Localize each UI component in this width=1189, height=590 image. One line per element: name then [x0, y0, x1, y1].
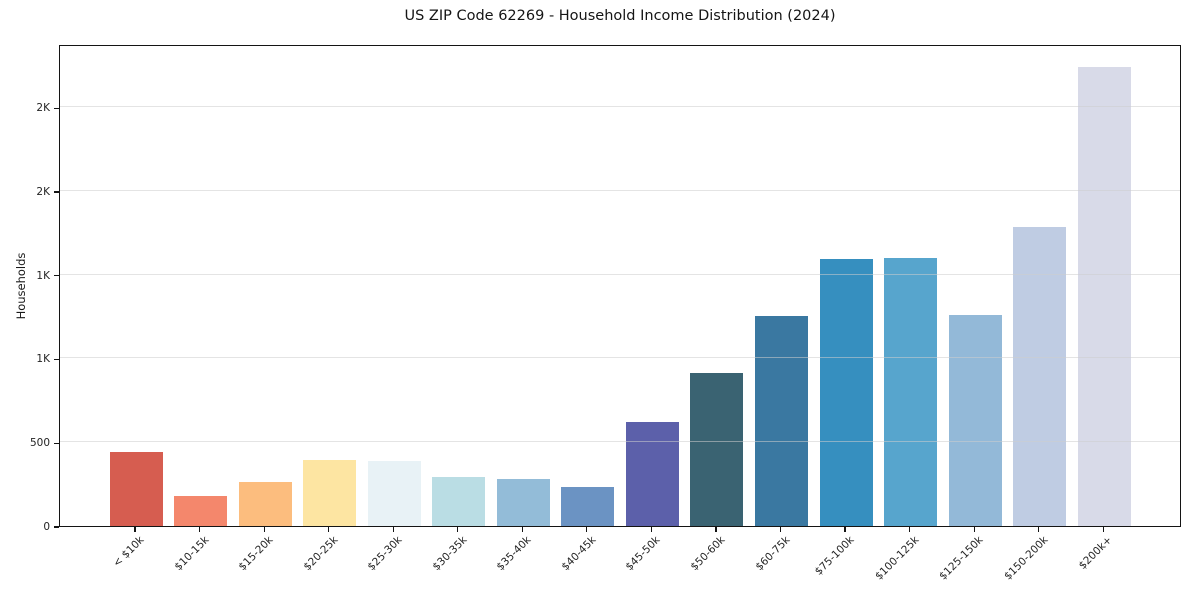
- x-tick-label: $10-15k: [171, 534, 212, 574]
- bar-$20-25k: [303, 459, 357, 526]
- bar-$125-150k: [948, 315, 1002, 526]
- bar-$100-125k: [884, 257, 938, 526]
- y-tick-mark: [53, 442, 59, 444]
- x-tick-mark: [263, 527, 265, 532]
- x-tick-mark: [1038, 527, 1040, 532]
- gridline-1500: [60, 273, 1180, 275]
- plot-area: [59, 45, 1181, 527]
- bar-$50-60k: [690, 373, 744, 526]
- x-tick-label: $40-45k: [559, 534, 599, 574]
- x-tick-label: < $10k: [110, 534, 147, 570]
- bar-$75-100k: [819, 258, 873, 526]
- bar-$60-75k: [755, 315, 808, 526]
- y-tick-label: 2K: [36, 102, 50, 115]
- x-tick-mark: [134, 527, 136, 532]
- y-tick-mark: [53, 191, 59, 193]
- y-tick-label: 2K: [36, 185, 50, 198]
- x-tick-mark: [328, 527, 330, 532]
- x-tick-mark: [392, 527, 394, 532]
- x-tick-mark: [1102, 527, 1104, 532]
- x-tick-mark: [844, 527, 846, 532]
- x-tick-label: $150-200k: [1001, 534, 1051, 583]
- gridline-2000: [60, 189, 1180, 191]
- x-tick-label: $35-40k: [494, 534, 534, 574]
- bar-< $10k: [109, 452, 163, 526]
- x-tick-mark: [457, 527, 459, 532]
- x-tick-mark: [779, 527, 782, 532]
- chart-title: US ZIP Code 62269 - Household Income Dis…: [404, 8, 836, 24]
- bar-$35-40k: [496, 479, 550, 526]
- bar-$10-15k: [174, 495, 228, 526]
- gridline-1000: [60, 357, 1180, 359]
- x-tick-label: $30-35k: [430, 534, 470, 574]
- x-tick-mark: [715, 527, 717, 532]
- x-tick-mark: [586, 527, 588, 532]
- x-tick-label: $45-50k: [623, 534, 663, 574]
- y-tick-label: 500: [29, 437, 50, 450]
- bar-$45-50k: [625, 422, 679, 526]
- y-tick-mark: [53, 275, 59, 277]
- x-tick-label: $125-150k: [937, 534, 986, 583]
- bar-$200k+: [1077, 66, 1131, 526]
- x-tick-mark: [650, 527, 652, 532]
- bar-$25-30k: [367, 461, 421, 526]
- y-tick-label: 0: [43, 521, 50, 533]
- y-tick-mark: [53, 526, 59, 528]
- y-tick-label: 1K: [36, 269, 50, 282]
- x-tick-label: $75-100k: [812, 534, 857, 578]
- bar-$30-35k: [432, 477, 486, 526]
- bar-$150-200k: [1013, 226, 1067, 526]
- gridline-2500: [60, 106, 1180, 108]
- bar-$15-20k: [238, 482, 292, 526]
- x-tick-mark: [198, 527, 201, 532]
- x-tick-mark: [973, 527, 975, 532]
- y-tick-label: 1K: [36, 353, 50, 366]
- x-tick-label: $100-125k: [872, 534, 922, 583]
- y-tick-mark: [53, 358, 59, 361]
- x-tick-label: $20-25k: [301, 534, 341, 574]
- x-tick-label: $15-20k: [236, 534, 276, 574]
- x-tick-label: $25-30k: [365, 534, 405, 574]
- x-tick-label: $50-60k: [688, 534, 728, 574]
- x-tick-label: $200k+: [1076, 534, 1115, 572]
- x-tick-mark: [909, 527, 911, 532]
- gridline-500: [60, 441, 1180, 443]
- y-axis-label: Households: [14, 252, 28, 320]
- x-tick-label: $60-75k: [752, 534, 792, 574]
- y-tick-mark: [53, 107, 59, 109]
- bar-$40-45k: [561, 486, 615, 526]
- x-tick-mark: [521, 527, 523, 532]
